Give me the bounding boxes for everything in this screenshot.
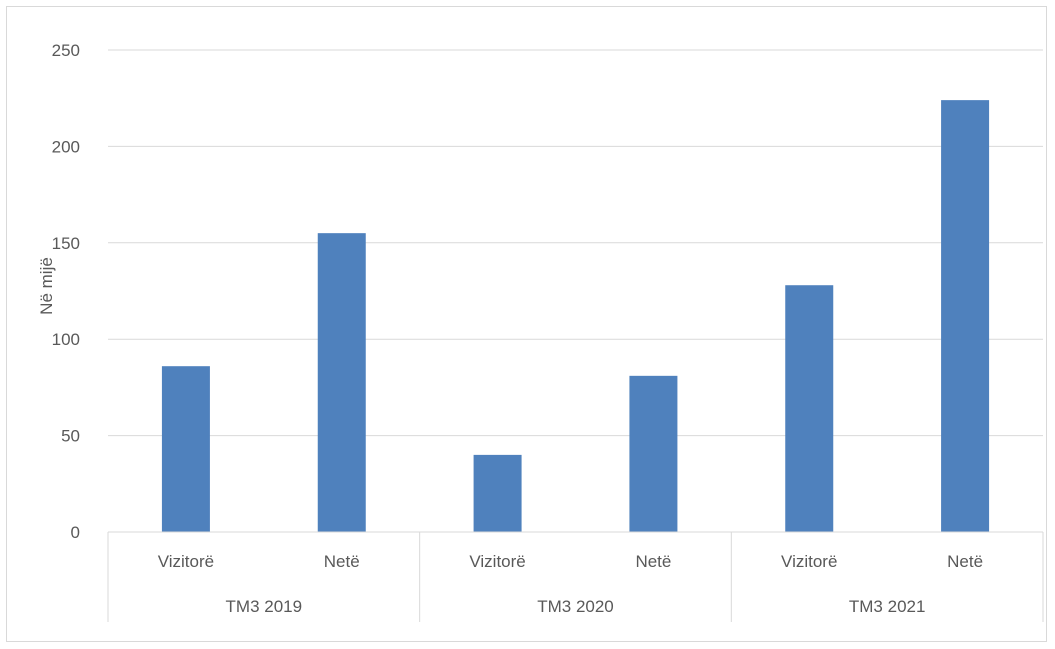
bar bbox=[941, 100, 990, 533]
x-category-label: Netë bbox=[324, 552, 360, 571]
bar bbox=[317, 233, 366, 532]
y-tick-label: 250 bbox=[52, 41, 80, 60]
y-tick-label: 0 bbox=[71, 523, 80, 542]
x-group-label: TM3 2019 bbox=[226, 597, 303, 616]
gridlines bbox=[108, 49, 1043, 437]
y-tick-label: 150 bbox=[52, 234, 80, 253]
x-category-label: Vizitorë bbox=[781, 552, 837, 571]
y-tick-label: 50 bbox=[61, 427, 80, 446]
bar bbox=[161, 366, 210, 532]
bar bbox=[785, 285, 834, 532]
axes: 0 50 100 150 200 250 Vizitorë Netë TM3 2019 Vizit… bbox=[52, 41, 1044, 622]
x-group-label: TM3 2020 bbox=[537, 597, 614, 616]
x-category-label: Netë bbox=[635, 552, 671, 571]
x-category-label: Vizitorë bbox=[469, 552, 525, 571]
bar bbox=[473, 454, 522, 532]
bar bbox=[629, 375, 678, 532]
x-group-label: TM3 2021 bbox=[849, 597, 926, 616]
y-axis-title: Në mijë bbox=[37, 257, 56, 315]
y-tick-label: 100 bbox=[52, 330, 80, 349]
x-category-label: Netë bbox=[947, 552, 983, 571]
x-category-label: Vizitorë bbox=[158, 552, 214, 571]
y-tick-label: 200 bbox=[52, 137, 80, 156]
bars bbox=[161, 100, 990, 533]
chart-frame bbox=[6, 6, 1047, 642]
